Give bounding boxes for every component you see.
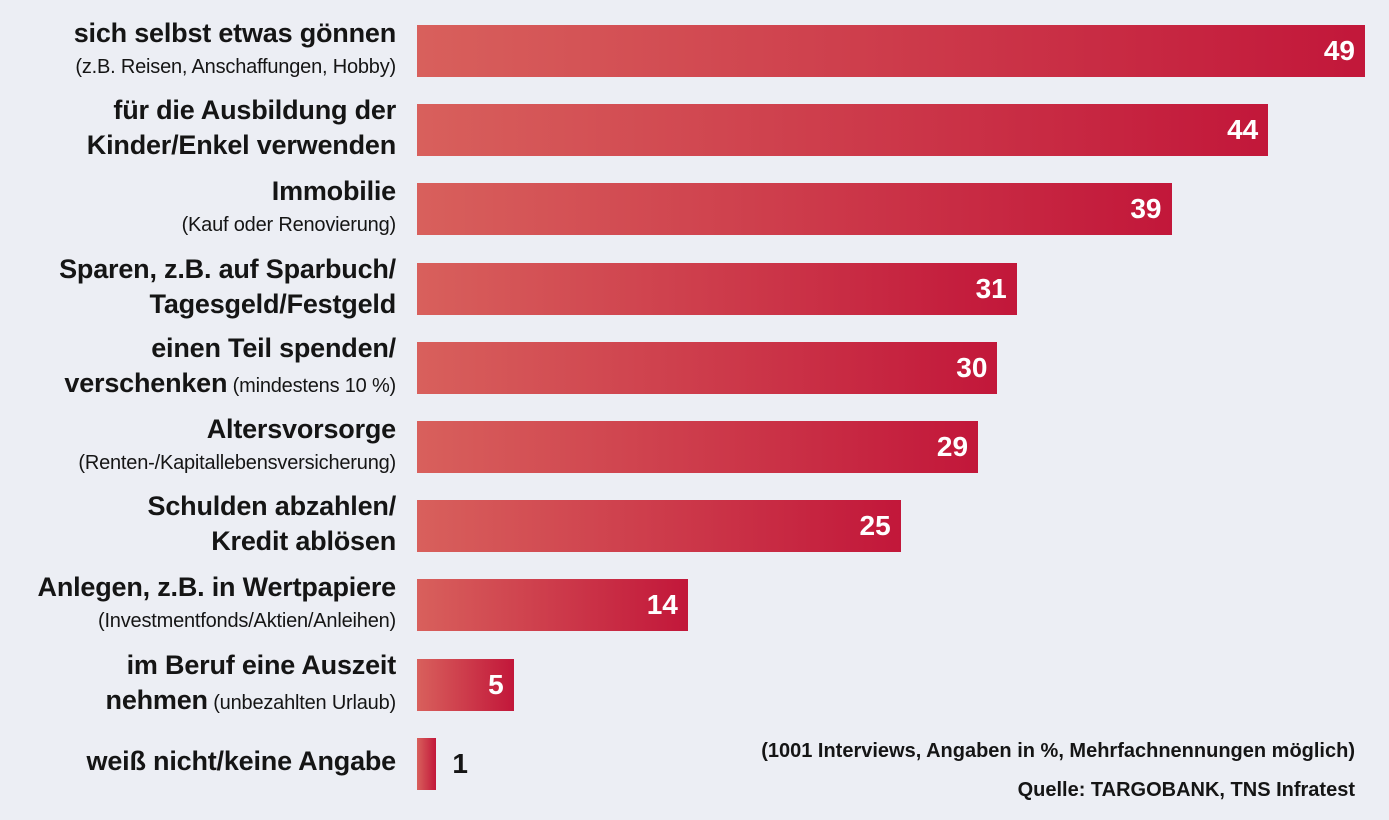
category-label: für die Ausbildung der Kinder/Enkel verwe… (6, 95, 396, 165)
category-label-line: Tagesgeld/Festgeld (6, 288, 397, 324)
category-label-main: Altersvorsorge (206, 414, 396, 444)
category-label: Anlegen, z.B. in Wertpapiere (Investmentf… (6, 572, 397, 638)
category-label-line: (Investmentfonds/Aktien/Anleihen) (6, 607, 396, 638)
method-note: (1001 Interviews, Angaben in %, Mehrfach… (761, 740, 1355, 762)
category-label-main: Sparen, z.B. auf Sparbuch/ (59, 253, 396, 284)
category-label: sich selbst etwas gönnen (z.B. Reisen, An… (6, 18, 396, 84)
category-label-main: Immobilie (271, 176, 396, 207)
category-label-main: Anlegen, z.B. in Wertpapiere (37, 572, 397, 603)
category-label-line: Immobilie (6, 176, 396, 211)
category-label-main: im Beruf eine Auszeit (126, 649, 397, 680)
bar: 49 (417, 25, 1365, 77)
category-label-main: verschenken (64, 367, 228, 398)
category-label: weiß nicht/keine Angabe (6, 732, 397, 796)
category-label-main: einen Teil spenden/ (151, 332, 396, 363)
category-label-note: (unbezahlten Urlaub) (207, 691, 396, 714)
category-label-line: Sparen, z.B. auf Sparbuch/ (6, 254, 396, 289)
category-label-line: im Beruf eine Auszeit (6, 649, 397, 685)
category-label-main: Tagesgeld/Festgeld (149, 288, 397, 319)
category-label: im Beruf eine Auszeit nehmen (unbezahlten… (6, 649, 397, 720)
category-label: Sparen, z.B. auf Sparbuch/Tagesgeld/Fest… (6, 254, 397, 324)
category-label-note: (z.B. Reisen, Anschaffungen, Hobby) (75, 56, 396, 78)
bar-value-label: 31 (975, 272, 1007, 304)
category-label: Altersvorsorge (Renten-/Kapitallebensvers… (6, 414, 396, 480)
bar: 5 (417, 658, 514, 711)
category-label-line: für die Ausbildung der (6, 95, 396, 130)
category-label-line: weiß nicht/keine Angabe (6, 746, 397, 781)
bar-value-label: 44 (1227, 114, 1259, 146)
bar: 29 (417, 421, 979, 473)
category-label: Schulden abzahlen/Kredit ablösen (6, 491, 397, 561)
category-label-note: (Kauf oder Renovierung) (181, 214, 397, 237)
bar: 31 (417, 262, 1017, 315)
bar: 30 (417, 341, 998, 394)
category-label-note: (mindestens 10 %) (227, 374, 397, 397)
bar: 39 (417, 183, 1172, 236)
category-label-main: Schulden abzahlen/ (147, 491, 397, 522)
category-label-line: Altersvorsorge (6, 414, 396, 449)
bar-value-label: 49 (1323, 35, 1355, 66)
bar-value-label: 1 (452, 747, 468, 779)
bar-value-label: 39 (1130, 193, 1162, 225)
category-label-line: (z.B. Reisen, Anschaffungen, Hobby) (6, 53, 396, 84)
category-label-main: für die Ausbildung der (113, 95, 396, 126)
category-label-line: (Renten-/Kapitallebensversicherung) (6, 449, 396, 480)
category-label-main: Kinder/Enkel verwenden (86, 130, 396, 161)
source-note: Quelle: TARGOBANK, TNS Infratest (1017, 779, 1355, 801)
category-label-line: Kredit ablösen (6, 526, 396, 561)
category-label-main: sich selbst etwas gönnen (73, 18, 396, 48)
category-label-line: Anlegen, z.B. in Wertpapiere (6, 572, 397, 607)
bar: 1 (417, 737, 468, 790)
category-label-line: (Kauf oder Renovierung) (6, 211, 397, 242)
bar: 25 (417, 500, 901, 553)
category-label-line: sich selbst etwas gönnen (6, 18, 396, 53)
bar-value-label: 25 (859, 510, 891, 542)
category-label-line: Schulden abzahlen/ (6, 491, 397, 526)
category-label-main: Kredit ablösen (211, 526, 396, 557)
bar-value-label: 30 (956, 351, 988, 383)
bar-value-label: 5 (488, 668, 504, 700)
category-label-main: weiß nicht/keine Angabe (86, 746, 397, 777)
bar-value-label: 29 (936, 431, 969, 462)
category-label-note: (Renten-/Kapitallebensversicherung) (78, 452, 396, 474)
bar: 44 (417, 104, 1269, 157)
category-label: einen Teil spenden/verschenken (mindeste… (6, 333, 396, 403)
category-label: Immobilie (Kauf oder Renovierung) (6, 176, 397, 242)
bar: 14 (417, 579, 688, 632)
category-label-line: nehmen (unbezahlten Urlaub) (6, 684, 397, 720)
category-label-main: nehmen (105, 684, 209, 715)
bar-value-label: 14 (646, 589, 678, 621)
category-label-note: (Investmentfonds/Aktien/Anleihen) (97, 610, 396, 633)
category-label-line: einen Teil spenden/ (6, 333, 396, 368)
category-label-line: Kinder/Enkel verwenden (6, 130, 396, 165)
category-label-line: verschenken (mindestens 10 %) (6, 368, 396, 403)
